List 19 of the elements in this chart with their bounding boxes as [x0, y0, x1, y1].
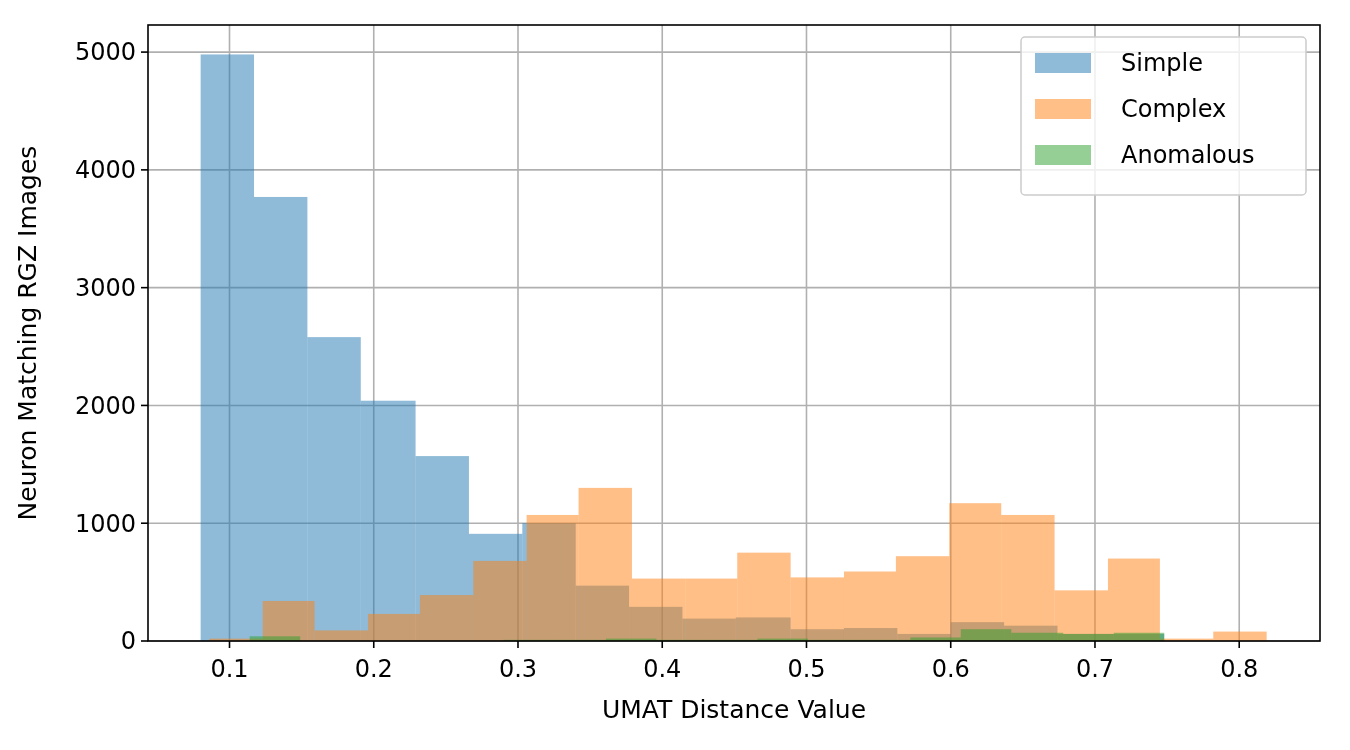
- x-tick-label: 0.1: [210, 655, 249, 683]
- y-tick-label: 1000: [74, 509, 136, 538]
- y-tick-label: 5000: [74, 38, 136, 67]
- y-tick-label: 4000: [74, 156, 136, 185]
- x-tick-label: 0.3: [498, 655, 538, 683]
- x-tick-label: 0.2: [354, 655, 393, 683]
- x-tick-label: 0.5: [787, 655, 826, 683]
- x-tick-label: 0.8: [1220, 655, 1259, 683]
- y-tick-label: 0: [120, 627, 136, 656]
- x-tick-label: 0.7: [1075, 655, 1115, 683]
- y-tick-label: 2000: [74, 391, 136, 420]
- x-tick-label: 0.6: [931, 655, 970, 683]
- legend-label: Complex: [1121, 95, 1227, 124]
- x-axis-title: UMAT Distance Value: [601, 695, 867, 724]
- legend-label: Anomalous: [1121, 141, 1255, 170]
- x-tick-label: 0.4: [643, 655, 682, 683]
- y-tick-label: 3000: [74, 274, 136, 303]
- legend-label: Simple: [1121, 49, 1203, 78]
- y-axis-title: Neuron Matching RGZ Images: [13, 145, 42, 521]
